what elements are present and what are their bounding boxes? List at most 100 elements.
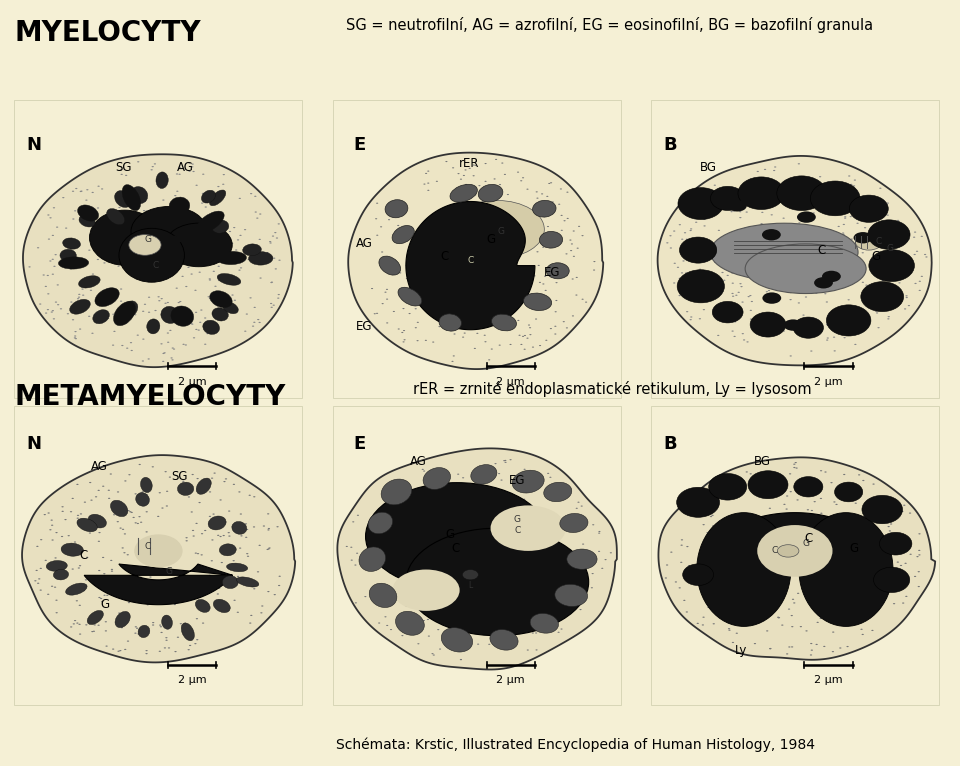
Ellipse shape [442,568,444,569]
Ellipse shape [725,489,728,490]
Ellipse shape [879,257,881,258]
Ellipse shape [578,226,580,227]
Ellipse shape [80,513,83,515]
Ellipse shape [272,235,275,237]
Ellipse shape [869,250,915,282]
Ellipse shape [720,555,722,557]
Ellipse shape [243,244,261,256]
Ellipse shape [491,499,493,500]
Ellipse shape [501,318,503,319]
Ellipse shape [271,306,273,308]
Ellipse shape [577,247,579,249]
Ellipse shape [231,294,233,296]
Ellipse shape [918,586,920,588]
Ellipse shape [729,570,732,571]
Ellipse shape [471,585,473,587]
Ellipse shape [873,242,875,243]
Ellipse shape [742,333,744,334]
Ellipse shape [224,227,226,228]
Ellipse shape [550,486,552,487]
Ellipse shape [846,580,848,581]
Ellipse shape [507,194,509,195]
Ellipse shape [145,480,147,481]
Ellipse shape [893,544,896,545]
Ellipse shape [128,510,130,511]
Ellipse shape [486,252,488,254]
Text: rER = zrnité endoplasmatické retikulum, Ly = lysosom: rER = zrnité endoplasmatické retikulum, … [413,381,811,397]
Ellipse shape [120,289,122,290]
Ellipse shape [680,237,717,264]
Ellipse shape [771,201,774,202]
Text: EG: EG [509,474,526,487]
Ellipse shape [165,640,168,641]
Ellipse shape [861,282,903,312]
Ellipse shape [208,193,210,195]
Ellipse shape [495,159,497,160]
Ellipse shape [212,234,214,236]
Ellipse shape [134,493,136,495]
Ellipse shape [512,279,514,280]
Ellipse shape [108,489,110,491]
Ellipse shape [82,289,84,290]
Ellipse shape [832,210,835,211]
Ellipse shape [478,185,503,202]
Ellipse shape [98,597,101,598]
Ellipse shape [703,255,706,256]
Ellipse shape [183,308,185,309]
Ellipse shape [806,509,809,510]
Ellipse shape [278,260,280,261]
Ellipse shape [112,313,114,315]
Ellipse shape [459,512,462,513]
FancyBboxPatch shape [651,406,939,705]
Ellipse shape [598,551,600,552]
Ellipse shape [149,560,151,561]
Ellipse shape [743,272,745,273]
Ellipse shape [247,555,250,557]
Ellipse shape [433,575,436,577]
Ellipse shape [222,310,224,311]
Ellipse shape [72,498,74,499]
Ellipse shape [78,296,81,298]
Ellipse shape [837,264,840,265]
Ellipse shape [191,598,193,600]
Text: G: G [498,227,505,236]
Ellipse shape [503,256,506,257]
Polygon shape [658,156,932,365]
Ellipse shape [511,514,513,515]
Ellipse shape [252,526,255,528]
Ellipse shape [836,309,838,311]
Ellipse shape [117,491,119,493]
Ellipse shape [841,608,843,610]
Ellipse shape [751,301,753,302]
Ellipse shape [877,327,879,329]
Ellipse shape [470,465,497,484]
Ellipse shape [791,615,793,616]
Ellipse shape [875,310,877,312]
Ellipse shape [739,211,741,212]
Ellipse shape [535,478,537,479]
Ellipse shape [502,205,504,206]
Text: EG: EG [356,320,372,333]
Ellipse shape [544,290,547,291]
Ellipse shape [763,254,766,256]
Ellipse shape [761,211,763,213]
Ellipse shape [789,355,792,356]
Ellipse shape [79,604,81,606]
Ellipse shape [463,175,465,176]
Ellipse shape [898,552,900,553]
Ellipse shape [468,236,469,237]
Ellipse shape [110,500,128,516]
Ellipse shape [393,570,460,611]
Ellipse shape [750,309,752,311]
Ellipse shape [838,280,841,281]
Ellipse shape [732,191,735,192]
Ellipse shape [492,517,495,519]
Ellipse shape [837,205,839,207]
Ellipse shape [919,280,921,282]
Ellipse shape [376,313,378,314]
Ellipse shape [453,333,456,335]
Ellipse shape [77,518,79,519]
Ellipse shape [576,277,578,278]
Ellipse shape [492,597,493,599]
FancyBboxPatch shape [333,406,621,705]
